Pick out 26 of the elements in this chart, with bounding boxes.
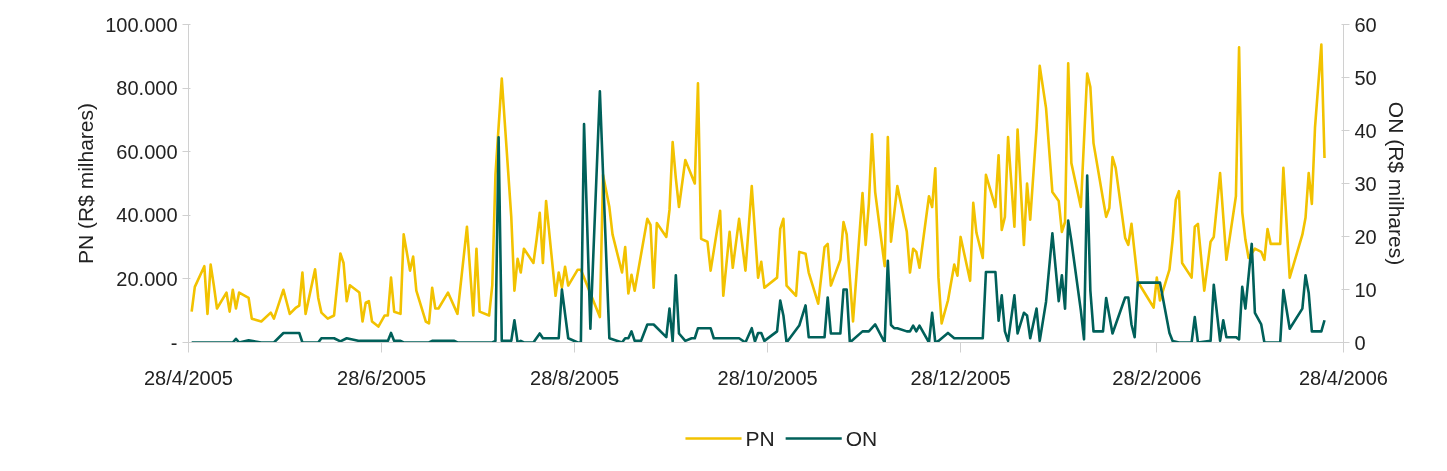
y-tick-label: 20.000 xyxy=(116,267,178,290)
x-tick-label: 28/4/2006 xyxy=(1299,366,1388,389)
line-series xyxy=(190,89,1326,343)
legend-label: ON xyxy=(845,427,878,450)
x-tick-label: 28/4/2005 xyxy=(144,366,233,389)
x-tick-label: 28/6/2005 xyxy=(337,366,427,389)
y2-tick-label: 60 xyxy=(1354,13,1377,36)
y2-tick-label: 40 xyxy=(1354,119,1377,142)
y2-tick-label: 50 xyxy=(1354,66,1377,89)
y-tick-label: - xyxy=(170,331,178,354)
y-axis-title: PN (R$ milhares) xyxy=(74,102,98,265)
line-series xyxy=(190,43,1326,328)
y2-tick-label: 20 xyxy=(1354,225,1377,248)
y2-axis-title: ON (R$ milhares) xyxy=(1384,101,1408,266)
y-tick-label: 80.000 xyxy=(116,77,178,100)
y-tick-label: 40.000 xyxy=(116,204,178,227)
y2-tick-label: 10 xyxy=(1354,278,1377,301)
y2-tick-label: 30 xyxy=(1354,172,1377,195)
x-tick-label: 28/8/2005 xyxy=(530,366,620,389)
x-tick-label: 28/12/2005 xyxy=(910,366,1011,389)
y-tick-label: 60.000 xyxy=(116,140,178,163)
y2-tick-label: 0 xyxy=(1354,331,1366,354)
x-tick-label: 28/10/2005 xyxy=(717,366,818,389)
legend-label: PN xyxy=(745,427,775,450)
y-tick-label: 100.000 xyxy=(105,13,178,36)
x-tick-label: 28/2/2006 xyxy=(1112,366,1202,389)
